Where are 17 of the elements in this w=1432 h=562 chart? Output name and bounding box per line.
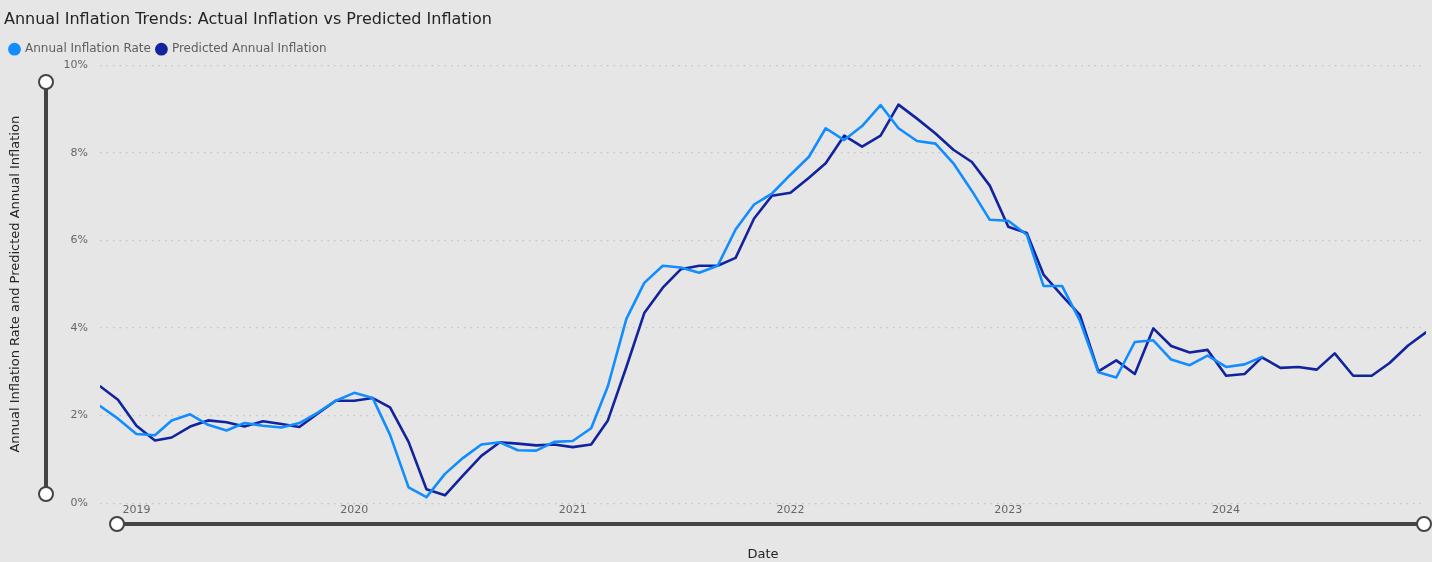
y-tick-label: 6% — [70, 233, 89, 247]
x-tick-label: 2020 — [340, 502, 369, 516]
x-tick-label: 2024 — [1212, 502, 1241, 516]
y-tick-label: 2% — [70, 408, 89, 422]
chart-title: Annual Inflation Trends: Actual Inflation vs Predicted Inflation — [4, 8, 492, 28]
x-tick-label: 2022 — [776, 502, 805, 516]
y-tick-label: 8% — [70, 145, 89, 159]
y-tick-label: 10% — [63, 58, 89, 72]
y-tick-label: 0% — [70, 496, 89, 510]
x-tick-label: 2023 — [994, 502, 1023, 516]
x-axis-title: Date — [747, 545, 779, 561]
legend-label: Annual Inflation Rate — [25, 41, 151, 56]
legend-label: Predicted Annual Inflation — [171, 41, 327, 56]
y-axis-title: Annual Inflation Rate and Predicted Annual Inflation — [7, 115, 23, 453]
x-tick-label: 2021 — [558, 502, 587, 516]
x-tick-label: 2019 — [122, 502, 151, 516]
y-tick-label: 4% — [70, 320, 89, 334]
